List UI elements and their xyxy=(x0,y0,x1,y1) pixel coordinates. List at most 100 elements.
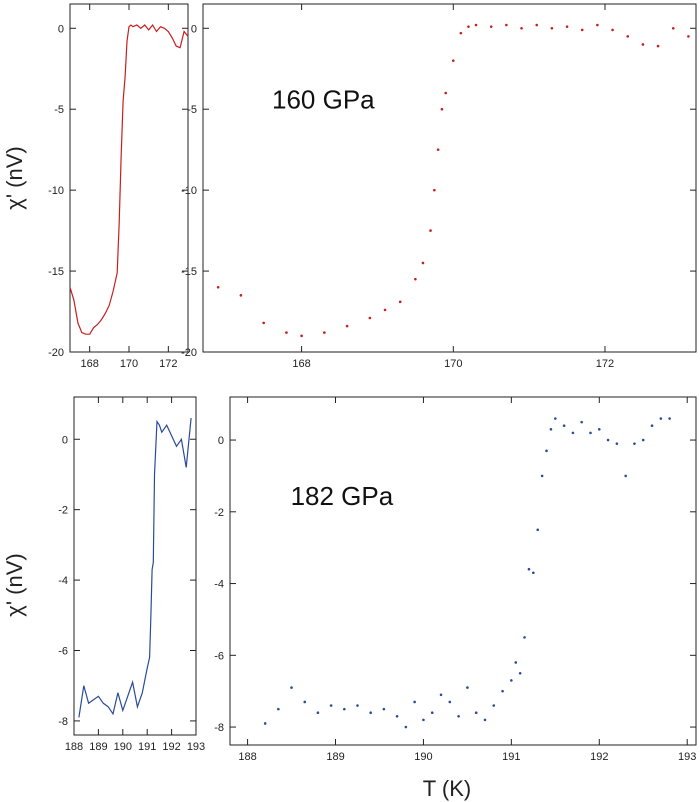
data-point xyxy=(474,23,478,27)
data-point xyxy=(532,571,535,575)
data-point xyxy=(518,671,522,675)
y-axis-label-top: χ' (nV) xyxy=(2,146,27,209)
data-point xyxy=(457,714,460,718)
data-point xyxy=(439,693,443,697)
x-tick-label: 188 xyxy=(238,751,256,763)
data-point xyxy=(687,35,690,38)
data-point xyxy=(492,704,496,707)
data-point xyxy=(329,704,333,707)
data-point xyxy=(395,714,399,718)
data-point xyxy=(343,707,346,711)
data-point xyxy=(580,28,584,32)
y-tick-label: -6 xyxy=(58,646,68,658)
data-point xyxy=(483,718,487,722)
data-point xyxy=(565,25,569,28)
data-point xyxy=(436,148,440,151)
data-point xyxy=(554,417,557,420)
data-point xyxy=(430,711,434,715)
data-point xyxy=(624,474,627,478)
data-point xyxy=(580,420,583,424)
data-point xyxy=(536,528,540,532)
x-tick-label: 189 xyxy=(89,741,107,753)
y-tick-label: 0 xyxy=(62,434,68,446)
data-point xyxy=(540,474,544,478)
data-point xyxy=(550,26,554,30)
data-point xyxy=(501,689,504,693)
data-point xyxy=(216,285,220,289)
data-point xyxy=(641,43,645,46)
data-point xyxy=(433,188,436,192)
x-tick-label: 193 xyxy=(678,751,696,763)
y-tick-label: -20 xyxy=(181,347,197,359)
data-point xyxy=(549,427,553,431)
panel-top-small: 168 170 172 0 -5 -10 -15 -20 xyxy=(48,3,189,370)
data-point xyxy=(398,300,402,304)
y-tick-label: -10 xyxy=(181,185,197,197)
x-tick-label: 172 xyxy=(159,358,177,370)
x-tick-label: 168 xyxy=(292,358,310,370)
data-point xyxy=(510,679,513,682)
y-tick-label: -6 xyxy=(214,650,224,662)
data-point xyxy=(466,686,469,689)
y-axis-label-bottom: χ' (nV) xyxy=(2,553,27,616)
data-point xyxy=(562,424,566,428)
data-point xyxy=(414,277,417,281)
x-tick-label: 190 xyxy=(114,741,132,753)
data-point xyxy=(421,261,425,265)
data-point xyxy=(404,725,408,729)
y-tick-label: 0 xyxy=(58,23,64,35)
data-point xyxy=(300,334,303,338)
data-point xyxy=(596,23,599,27)
data-point xyxy=(597,427,601,431)
data-point xyxy=(290,686,293,689)
data-point xyxy=(641,438,645,442)
data-point xyxy=(356,704,359,707)
pressure-label: 160 GPa xyxy=(272,84,375,114)
data-point xyxy=(626,35,630,38)
data-point xyxy=(523,636,526,639)
x-tick-label: 172 xyxy=(596,358,614,370)
data-point xyxy=(382,707,386,711)
y-tick-label: -5 xyxy=(187,104,197,116)
data-point xyxy=(668,417,671,420)
data-point xyxy=(659,417,663,420)
plot-frame xyxy=(229,396,697,746)
x-tick-label: 188 xyxy=(65,741,83,753)
data-point xyxy=(316,711,320,715)
x-tick-label: 189 xyxy=(326,751,344,763)
data-point xyxy=(535,23,539,27)
data-point xyxy=(633,442,636,445)
data-point xyxy=(285,331,288,334)
y-tick-label: -8 xyxy=(58,716,68,728)
pressure-label: 182 GPa xyxy=(291,481,394,511)
data-point xyxy=(440,107,444,111)
y-tick-label: -10 xyxy=(48,185,64,197)
plot-frame xyxy=(73,396,197,736)
panel-bottom-small: 188 189 190 191 192 193 0 -2 -4 -6 -8 xyxy=(58,396,205,753)
data-point xyxy=(345,324,349,328)
x-tick-label: 168 xyxy=(80,358,98,370)
data-point xyxy=(505,23,508,27)
data-point xyxy=(571,431,575,435)
x-tick-label: 191 xyxy=(502,751,520,763)
data-point xyxy=(650,424,654,428)
data-point xyxy=(263,722,267,725)
data-point xyxy=(383,308,387,312)
data-point xyxy=(303,700,307,704)
panel-top-main: 168 170 172 0 -5 -10 -15 -20 160 GPa xyxy=(181,3,697,370)
data-point xyxy=(369,711,372,715)
y-tick-label: 0 xyxy=(191,23,197,35)
data-point xyxy=(520,26,523,30)
data-point xyxy=(489,25,493,28)
data-point xyxy=(323,331,326,334)
data-point xyxy=(448,700,452,704)
data-point xyxy=(545,449,548,453)
data-point xyxy=(467,25,470,28)
data-point xyxy=(589,431,592,435)
data-point xyxy=(262,321,265,325)
data-point xyxy=(514,661,518,664)
x-tick-label: 190 xyxy=(414,751,432,763)
plot-frame xyxy=(69,3,189,353)
x-axis-label: T (K) xyxy=(423,776,471,801)
